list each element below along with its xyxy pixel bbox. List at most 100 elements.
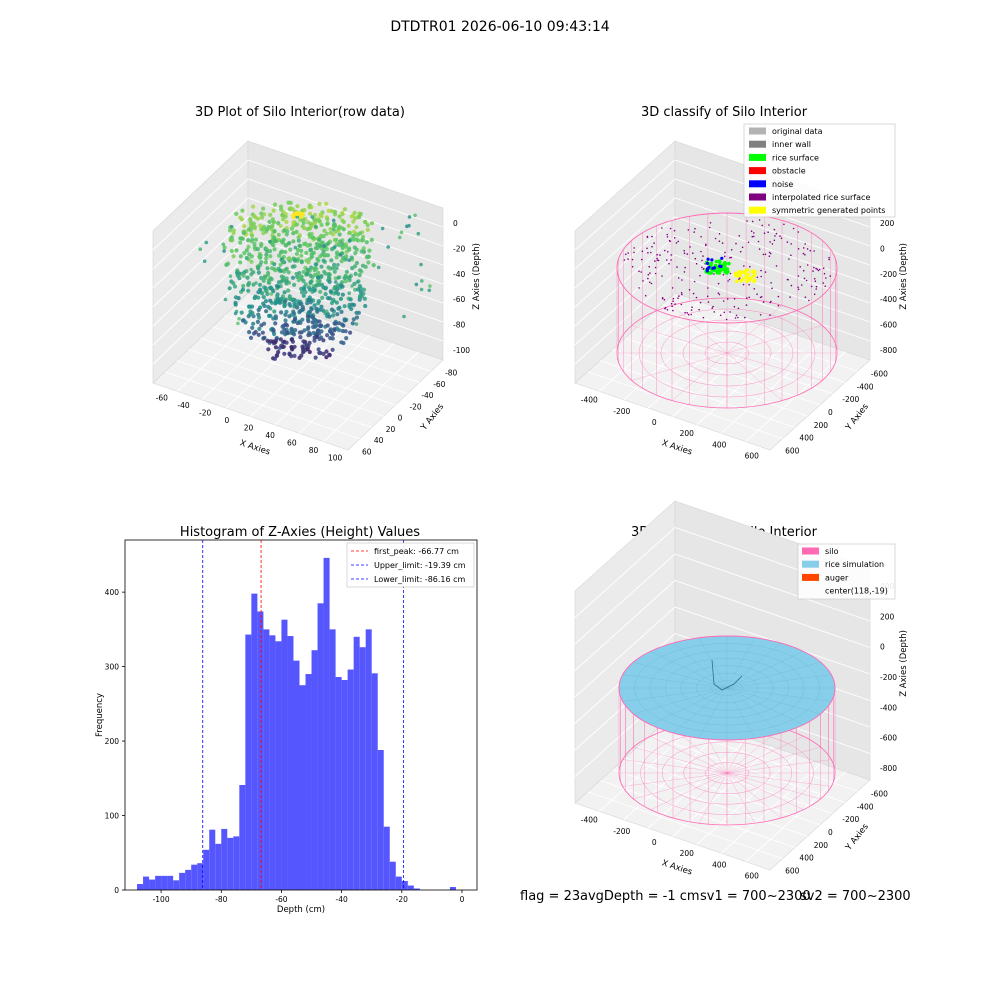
interpolated-point	[773, 228, 776, 231]
interpolated-point	[771, 287, 773, 290]
raw-point	[261, 206, 266, 211]
interpolated-point	[828, 256, 830, 259]
symmetric-point	[748, 278, 752, 282]
raw-point-outlier	[428, 284, 432, 288]
interpolated-point	[770, 282, 772, 284]
interpolated-point	[780, 237, 783, 240]
raw-point	[282, 299, 288, 304]
histogram-bar	[221, 828, 228, 890]
raw-point	[250, 325, 255, 330]
legend-label: first_peak: -66.77 cm	[374, 547, 459, 556]
interpolated-point	[803, 277, 806, 280]
raw-point	[272, 309, 277, 314]
raw-point	[269, 266, 275, 271]
raw-point	[268, 298, 273, 303]
raw-point	[335, 287, 340, 292]
raw-point	[279, 239, 285, 244]
z-tick-label: -600	[880, 734, 897, 743]
interpolated-point	[725, 318, 728, 321]
raw-point	[292, 258, 298, 263]
raw-point	[299, 253, 304, 258]
raw-point	[349, 214, 354, 219]
y-tick-label: 100	[105, 812, 120, 821]
raw-point	[305, 227, 310, 232]
raw-point	[274, 353, 280, 358]
interpolated-point	[739, 277, 741, 279]
raw-point	[346, 223, 351, 228]
silo-bottom-spoke	[698, 772, 728, 824]
raw-point	[306, 319, 311, 324]
raw-point-outlier	[229, 224, 234, 229]
raw-point	[332, 237, 337, 243]
raw-point	[272, 247, 277, 252]
raw-point	[240, 208, 245, 213]
silo-bottom-spoke	[726, 772, 782, 819]
raw-point-outlier	[416, 231, 421, 236]
interpolated-point	[761, 224, 763, 227]
interpolated-point	[631, 265, 634, 268]
raw-point	[330, 336, 335, 341]
raw-point	[273, 345, 278, 350]
noise-point	[710, 258, 714, 262]
y-tick-label: -200	[842, 395, 859, 404]
interpolated-point	[748, 296, 750, 299]
raw-point	[286, 288, 291, 293]
raw-point	[246, 304, 252, 309]
interpolated-point	[729, 272, 732, 275]
raw-point	[275, 292, 280, 297]
raw-point	[267, 219, 272, 224]
raw-point	[307, 242, 313, 247]
interpolated-point	[730, 256, 732, 259]
interpolated-point	[746, 297, 748, 299]
raw-point	[354, 315, 360, 320]
raw-point	[268, 254, 273, 259]
interpolated-point	[656, 259, 659, 262]
raw-point	[319, 264, 324, 269]
raw-point	[279, 249, 285, 254]
raw-point	[289, 226, 294, 231]
interpolated-point	[722, 273, 725, 276]
interpolated-point	[768, 224, 770, 226]
raw-point	[251, 270, 256, 275]
raw-point	[357, 283, 362, 289]
silo-bottom-spoke	[726, 746, 821, 774]
x-tick-label: 20	[244, 424, 254, 433]
rice-surface-spoke	[633, 687, 728, 715]
raw-point-outlier	[249, 267, 253, 272]
raw-point	[229, 248, 234, 254]
raw-point	[291, 231, 296, 236]
histogram-bar	[341, 680, 348, 890]
interpolated-point	[735, 314, 738, 317]
symmetric-point	[738, 273, 742, 278]
interpolated-point	[671, 287, 674, 289]
interpolated-point	[686, 312, 688, 314]
histogram-bar	[257, 611, 264, 890]
raw-point-outlier	[198, 247, 203, 251]
x-tick-label: -200	[613, 827, 630, 836]
interpolated-point	[764, 271, 767, 273]
silo-bottom-spoke	[650, 736, 728, 774]
x-tick-label: -20	[199, 409, 211, 418]
interpolated-point	[661, 297, 664, 299]
raw-point	[354, 225, 359, 230]
raw-point	[262, 274, 267, 279]
raw-point	[230, 238, 235, 243]
interpolated-point	[692, 252, 694, 254]
interpolated-point	[681, 293, 683, 296]
raw-point	[272, 229, 277, 234]
interpolated-point	[806, 264, 809, 266]
raw-point	[266, 224, 271, 229]
raw-point	[304, 258, 309, 263]
interpolated-point	[638, 270, 640, 273]
histogram-bar	[383, 826, 390, 890]
raw-point	[268, 313, 273, 318]
interpolated-point	[823, 272, 826, 275]
raw-point	[353, 287, 358, 292]
raw-point	[331, 313, 336, 318]
raw-point	[276, 232, 281, 237]
legend-swatch	[749, 153, 766, 161]
x-tick-label: 600	[745, 451, 760, 460]
raw-point	[284, 266, 289, 271]
raw-point-outlier	[338, 297, 343, 301]
legend-label: rice simulation	[825, 560, 884, 569]
